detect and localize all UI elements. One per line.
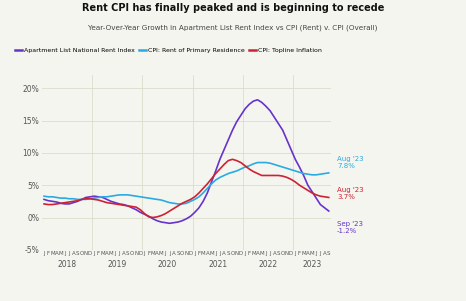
Text: 2023: 2023 — [302, 259, 322, 268]
Text: 2020: 2020 — [158, 259, 177, 268]
Text: 2022: 2022 — [259, 259, 278, 268]
Text: 2018: 2018 — [57, 259, 76, 268]
Text: Sep '23
-1.2%: Sep '23 -1.2% — [337, 221, 363, 234]
Text: Rent CPI has finally peaked and is beginning to recede: Rent CPI has finally peaked and is begin… — [82, 3, 384, 13]
Text: 2019: 2019 — [108, 259, 127, 268]
Text: Year-Over-Year Growth in Apartment List Rent Index vs CPI (Rent) v. CPI (Overall: Year-Over-Year Growth in Apartment List … — [89, 24, 377, 31]
Text: 2021: 2021 — [208, 259, 227, 268]
Legend: Apartment List National Rent Index, CPI: Rent of Primary Residence, CPI: Topline: Apartment List National Rent Index, CPI:… — [13, 45, 325, 56]
Text: Aug '23
3.7%: Aug '23 3.7% — [337, 187, 364, 200]
Text: Aug '23
7.8%: Aug '23 7.8% — [337, 156, 364, 169]
